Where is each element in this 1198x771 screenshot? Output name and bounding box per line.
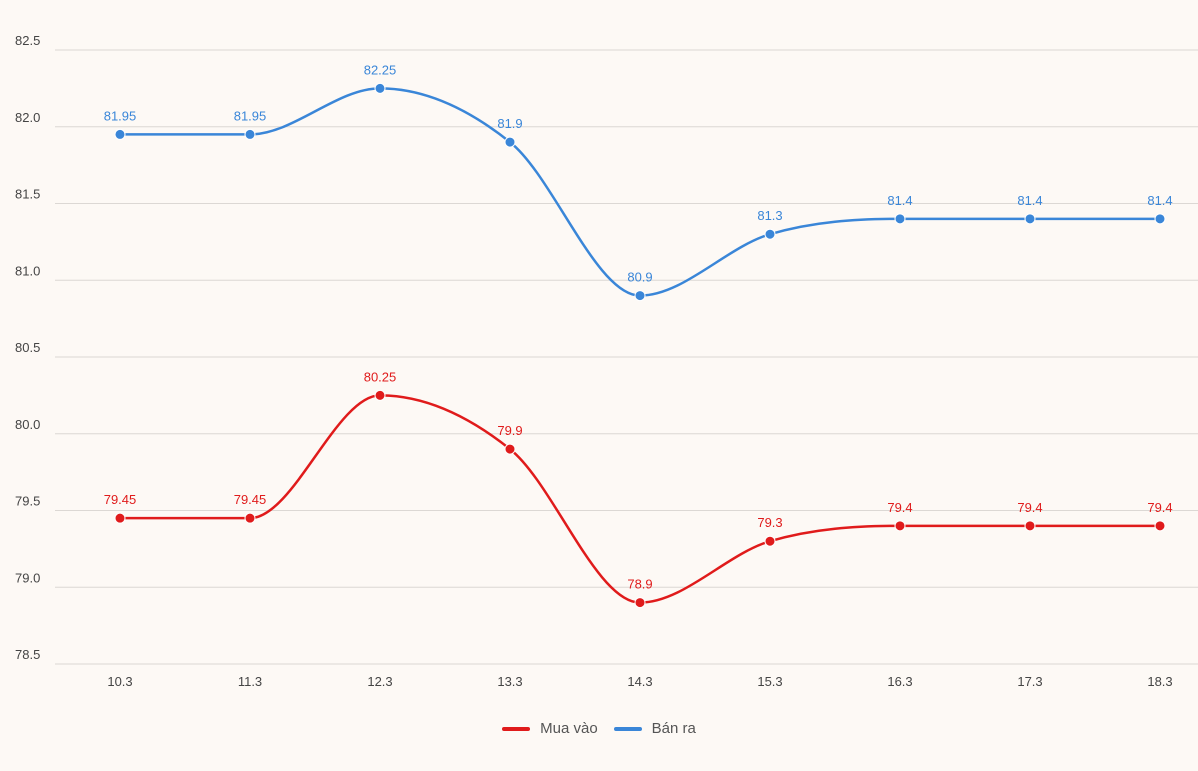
data-point — [244, 128, 256, 140]
data-label: 79.45 — [104, 492, 137, 507]
data-label: 81.95 — [234, 108, 267, 123]
series-line — [119, 87, 1160, 297]
data-label: 79.3 — [757, 515, 782, 530]
y-tick-label: 78.5 — [15, 647, 40, 662]
data-point — [894, 520, 906, 532]
data-point — [374, 389, 386, 401]
y-tick-label: 79.0 — [15, 570, 40, 585]
data-point — [1154, 213, 1166, 225]
data-label: 78.9 — [627, 577, 652, 592]
data-label: 79.4 — [1147, 500, 1172, 515]
data-point — [634, 290, 646, 302]
data-label: 79.9 — [497, 423, 522, 438]
data-label: 80.9 — [627, 270, 652, 285]
data-point — [1024, 520, 1036, 532]
legend-item-ban-ra[interactable]: Bán ra — [613, 720, 696, 737]
y-tick-label: 81.5 — [15, 187, 40, 202]
x-tick-label: 11.3 — [238, 674, 262, 689]
data-label: 82.25 — [364, 62, 397, 77]
data-point — [764, 535, 776, 547]
data-point — [504, 136, 516, 148]
x-tick-label: 12.3 — [367, 674, 392, 689]
data-label: 81.95 — [104, 108, 137, 123]
x-tick-label: 16.3 — [887, 674, 912, 689]
data-label: 81.4 — [1147, 193, 1172, 208]
y-tick-label: 81.0 — [15, 263, 40, 278]
series-line — [119, 394, 1160, 604]
data-point — [244, 512, 256, 524]
data-label: 81.4 — [887, 193, 912, 208]
chart-legend: Mua vào Bán ra — [0, 720, 1198, 737]
data-point — [504, 443, 516, 455]
data-point — [894, 213, 906, 225]
x-tick-label: 17.3 — [1017, 674, 1042, 689]
data-label: 80.25 — [364, 369, 397, 384]
data-label: 79.45 — [234, 492, 267, 507]
x-tick-label: 15.3 — [757, 674, 782, 689]
y-tick-label: 80.5 — [15, 340, 40, 355]
legend-swatch-ban-ra — [613, 726, 642, 731]
data-label: 81.3 — [757, 208, 782, 223]
data-point — [114, 512, 126, 524]
x-tick-label: 14.3 — [627, 674, 652, 689]
data-label: 79.4 — [1017, 500, 1042, 515]
data-label: 81.9 — [497, 116, 522, 131]
data-point — [114, 128, 126, 140]
data-point — [1024, 213, 1036, 225]
x-tick-label: 18.3 — [1147, 674, 1172, 689]
y-tick-label: 79.5 — [15, 494, 40, 509]
legend-label-mua-vao: Mua vào — [540, 720, 598, 737]
legend-item-mua-vao[interactable]: Mua vào — [502, 720, 598, 737]
y-tick-label: 82.0 — [15, 110, 40, 125]
data-label: 81.4 — [1017, 193, 1042, 208]
data-point — [1154, 520, 1166, 532]
data-point — [764, 228, 776, 240]
data-point — [634, 597, 646, 609]
legend-swatch-mua-vao — [502, 726, 531, 731]
data-point — [374, 82, 386, 94]
y-tick-label: 82.5 — [15, 33, 40, 48]
x-tick-label: 13.3 — [497, 674, 522, 689]
legend-label-ban-ra: Bán ra — [651, 720, 696, 737]
x-tick-label: 10.3 — [107, 674, 132, 689]
y-tick-label: 80.0 — [15, 417, 40, 432]
data-label: 79.4 — [887, 500, 912, 515]
